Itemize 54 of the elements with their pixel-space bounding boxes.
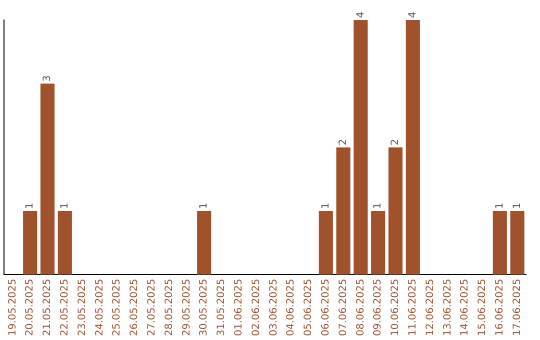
x-tick-label: 14.06.2025 xyxy=(460,278,471,336)
data-label: 1 xyxy=(512,202,523,210)
x-tick-label: 04.06.2025 xyxy=(286,278,297,336)
x-tick-label: 20.05.2025 xyxy=(24,278,36,336)
data-label: 2 xyxy=(390,138,402,146)
x-tick-label: 23.05.2025 xyxy=(76,278,88,336)
bar xyxy=(318,211,333,275)
x-tick-label: 26.05.2025 xyxy=(129,278,140,336)
x-tick-label: 05.06.2025 xyxy=(303,278,314,336)
bar xyxy=(23,211,38,275)
x-tick-label: 17.06.2025 xyxy=(512,278,523,336)
bar xyxy=(336,147,350,275)
data-label: 1 xyxy=(24,202,36,210)
x-tick-label: 08.06.2025 xyxy=(355,278,366,336)
x-tick-label: 01.06.2025 xyxy=(233,278,244,336)
x-tick-label: 29.05.2025 xyxy=(181,278,192,336)
x-tick-label: 22.05.2025 xyxy=(59,278,70,336)
bar xyxy=(492,211,507,275)
data-label: 4 xyxy=(407,12,418,18)
x-tick-label: 03.06.2025 xyxy=(268,278,280,336)
bar xyxy=(371,211,386,275)
x-tick-label: 06.06.2025 xyxy=(320,278,332,336)
data-label: 1 xyxy=(198,202,210,210)
x-tick-label: 13.06.2025 xyxy=(442,278,454,336)
x-tick-label: 30.05.2025 xyxy=(198,278,210,336)
x-tick-label: 27.05.2025 xyxy=(146,278,158,336)
x-tick-label: 19.05.2025 xyxy=(7,278,18,336)
x-tick-label: 11.06.2025 xyxy=(407,278,418,336)
x-tick-label: 12.06.2025 xyxy=(424,278,436,336)
data-label: 1 xyxy=(372,202,384,210)
bar xyxy=(58,211,72,275)
data-label: 3 xyxy=(42,75,54,82)
x-tick-label: 07.06.2025 xyxy=(338,278,349,336)
data-label: 1 xyxy=(320,202,332,210)
bar xyxy=(354,20,368,275)
data-label: 1 xyxy=(494,202,506,210)
bar xyxy=(197,211,212,275)
x-tick-label: 15.06.2025 xyxy=(477,278,488,336)
x-tick-label: 28.05.2025 xyxy=(164,278,175,336)
x-tick-label: 24.05.2025 xyxy=(94,278,106,336)
bar xyxy=(406,20,420,275)
x-tick-label: 02.06.2025 xyxy=(250,278,262,336)
x-tick-label: 16.06.2025 xyxy=(494,278,506,336)
data-label: 4 xyxy=(355,12,366,18)
data-label: 2 xyxy=(338,138,349,146)
bar xyxy=(40,84,55,275)
x-tick-label: 09.06.2025 xyxy=(372,278,384,336)
x-tick-label: 21.05.2025 xyxy=(42,278,54,336)
data-label: 1 xyxy=(59,202,70,210)
x-tick-label: 25.05.2025 xyxy=(112,278,123,336)
x-tick-label: 31.05.2025 xyxy=(216,278,228,336)
bar xyxy=(388,147,403,275)
bar xyxy=(510,211,524,275)
x-tick-label: 10.06.2025 xyxy=(390,278,402,336)
